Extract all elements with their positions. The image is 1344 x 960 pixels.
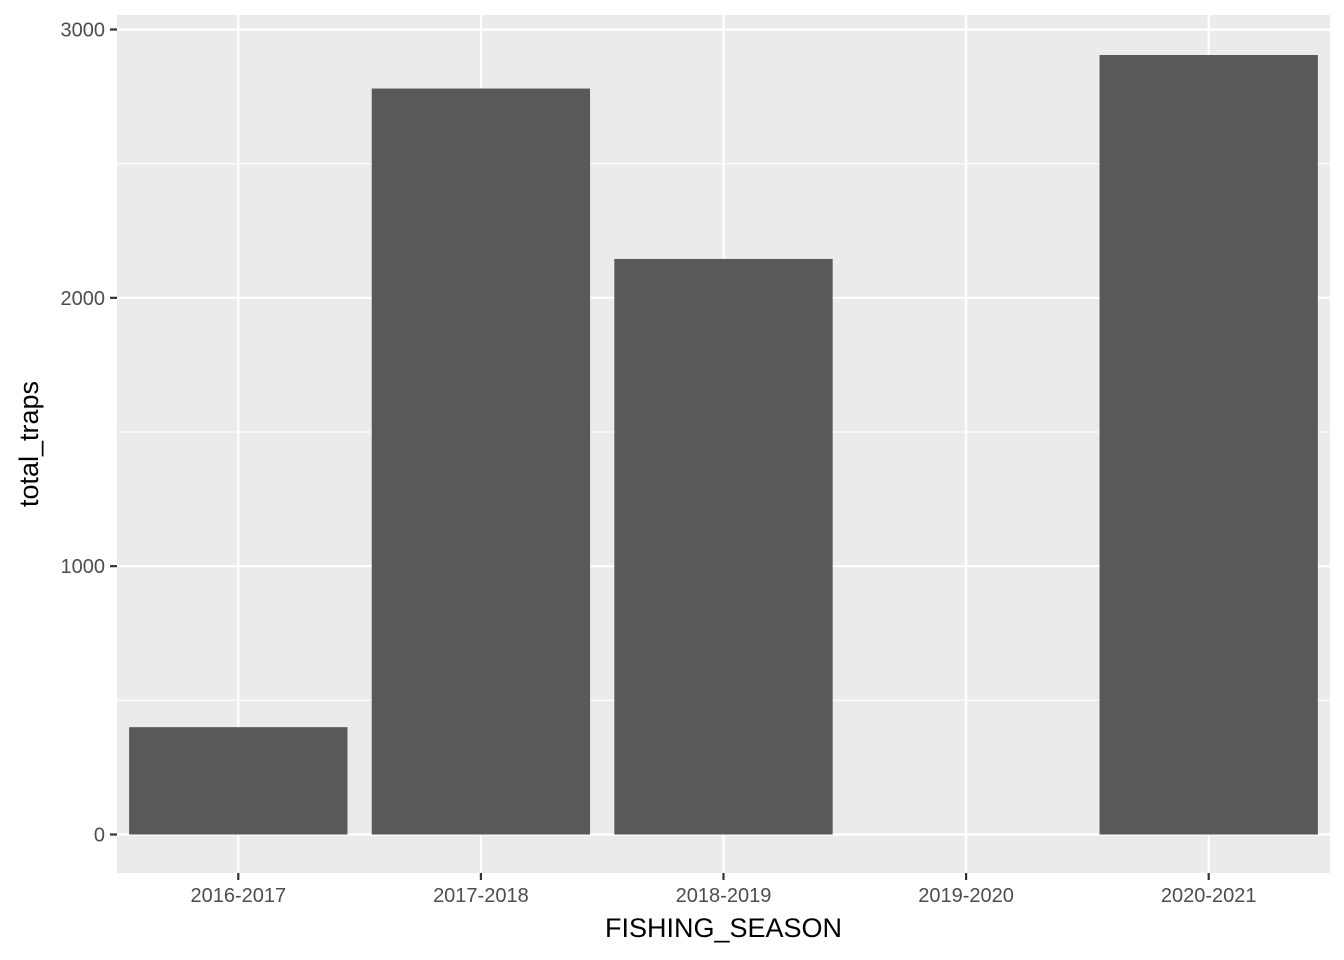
x-tick-label: 2020-2021 bbox=[1161, 885, 1257, 907]
x-tick-label: 2019-2020 bbox=[918, 885, 1014, 907]
bars bbox=[129, 54, 1318, 835]
x-tick-label: 2017-2018 bbox=[433, 885, 529, 907]
y-tick-label: 0 bbox=[94, 825, 105, 847]
y-tick-label: 3000 bbox=[61, 20, 106, 42]
x-tick-label: 2018-2019 bbox=[676, 885, 772, 907]
bar bbox=[129, 727, 348, 835]
y-axis: 0 1000 2000 3000 bbox=[61, 20, 117, 847]
y-tick-label: 1000 bbox=[61, 556, 106, 578]
y-tick-label: 2000 bbox=[61, 288, 106, 310]
x-tick-label: 2016-2017 bbox=[190, 885, 286, 907]
y-axis-title: total_traps bbox=[14, 381, 44, 507]
bar bbox=[614, 258, 833, 835]
bar bbox=[1099, 54, 1318, 835]
x-axis-title: FISHING_SEASON bbox=[605, 913, 842, 943]
x-axis: 2016-2017 2017-2018 2018-2019 2019-2020 2020… bbox=[190, 873, 1257, 907]
bar bbox=[371, 88, 591, 835]
